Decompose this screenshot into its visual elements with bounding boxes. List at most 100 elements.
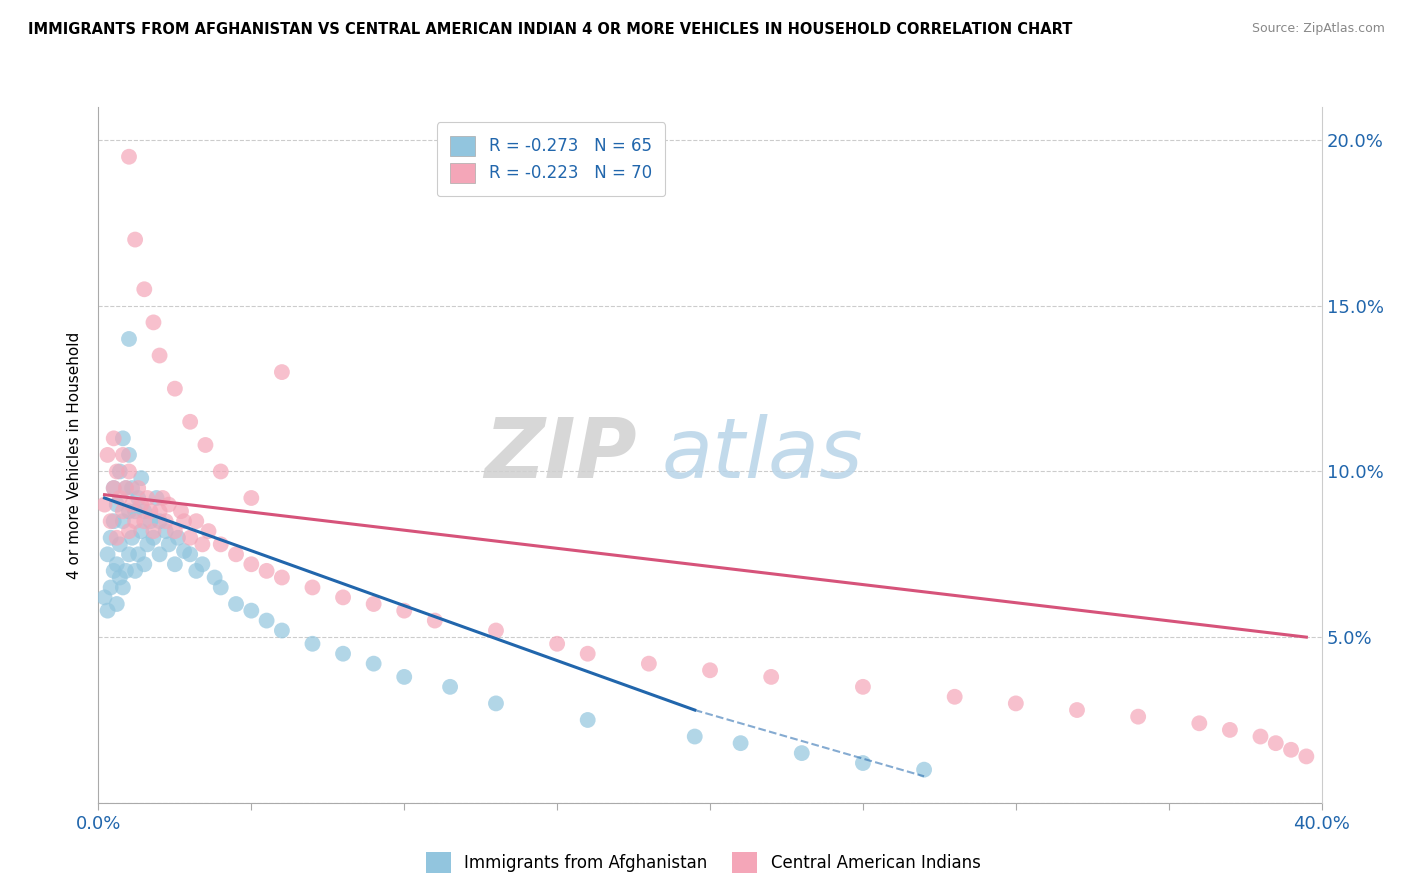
Point [115,564,138,578]
Point [683,730,706,744]
Point [155,514,177,528]
Point [1219,723,1241,737]
Point [179,531,201,545]
Point [149,349,172,363]
Point [576,713,599,727]
Point [191,558,214,572]
Point [118,547,141,561]
Point [134,514,156,528]
Point [105,465,128,479]
Point [1249,730,1271,744]
Point [392,604,416,618]
Point [852,756,875,770]
Point [118,150,141,164]
Point [225,597,247,611]
Point [139,514,162,528]
Point [209,465,232,479]
Point [225,547,247,561]
Point [100,514,122,528]
Point [93,498,115,512]
Point [439,680,461,694]
Point [108,570,131,584]
Point [111,581,134,595]
Point [139,504,162,518]
Point [1004,697,1026,711]
Point [121,481,143,495]
Point [142,531,165,545]
Point [699,663,721,677]
Point [1295,749,1317,764]
Point [423,614,446,628]
Point [1264,736,1286,750]
Point [1279,743,1302,757]
Point [332,591,354,605]
Text: IMMIGRANTS FROM AFGHANISTAN VS CENTRAL AMERICAN INDIAN 4 OR MORE VEHICLES IN HOU: IMMIGRANTS FROM AFGHANISTAN VS CENTRAL A… [28,22,1073,37]
Legend: Immigrants from Afghanistan, Central American Indians: Immigrants from Afghanistan, Central Ame… [419,846,987,880]
Point [124,514,146,528]
Point [179,415,201,429]
Point [485,697,508,711]
Point [197,524,219,538]
Point [270,365,292,379]
Point [111,514,134,528]
Point [134,282,156,296]
Point [136,537,159,551]
Point [186,514,208,528]
Point [1188,716,1211,731]
Point [270,624,292,638]
Point [209,537,232,551]
Point [111,504,134,518]
Point [118,332,141,346]
Point [105,558,128,572]
Point [145,491,167,505]
Point [97,448,120,462]
Point [100,531,122,545]
Point [912,763,935,777]
Point [142,524,165,538]
Point [167,531,190,545]
Point [111,431,134,445]
Point [108,465,131,479]
Point [170,504,193,518]
Point [129,471,152,485]
Point [270,570,292,584]
Point [149,547,172,561]
Point [118,465,141,479]
Point [155,524,177,538]
Point [392,670,416,684]
Point [134,504,156,518]
Point [173,514,195,528]
Point [121,531,143,545]
Point [485,624,508,638]
Point [129,524,152,538]
Point [173,544,195,558]
Point [115,481,138,495]
Point [332,647,354,661]
Point [256,614,278,628]
Point [163,382,186,396]
Point [97,604,120,618]
Point [179,547,201,561]
Point [108,491,131,505]
Point [124,233,146,247]
Point [124,504,146,518]
Point [191,537,214,551]
Point [93,591,115,605]
Text: atlas: atlas [661,415,863,495]
Point [103,431,125,445]
Point [790,746,813,760]
Point [157,537,180,551]
Point [209,581,232,595]
Point [157,498,180,512]
Point [103,564,125,578]
Point [124,564,146,578]
Point [943,690,966,704]
Point [1066,703,1088,717]
Point [204,570,226,584]
Point [546,637,568,651]
Text: ZIP: ZIP [484,415,637,495]
Point [1128,709,1150,723]
Point [118,504,141,518]
Point [163,558,186,572]
Point [152,491,174,505]
